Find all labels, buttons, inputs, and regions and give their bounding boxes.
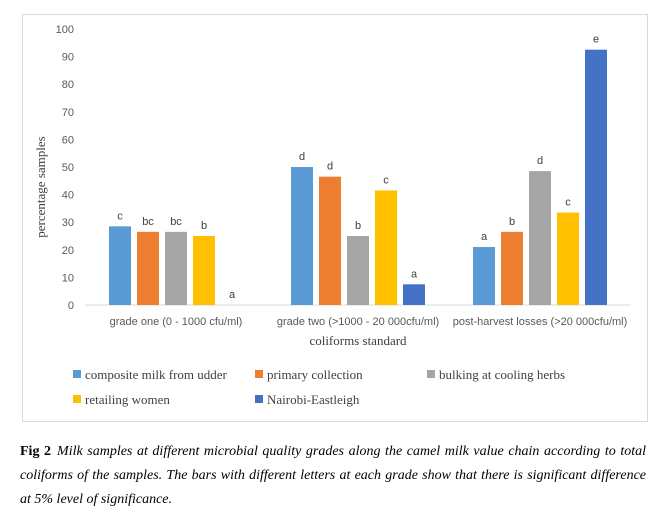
y-tick-label: 30 — [62, 217, 74, 229]
y-tick-label: 80 — [62, 79, 74, 91]
significance-letter: b — [355, 220, 361, 232]
y-tick-label: 70 — [62, 107, 74, 119]
bar — [137, 231, 159, 305]
figure-caption-text: Milk samples at different microbial qual… — [20, 444, 646, 507]
y-tick-label: 100 — [56, 24, 74, 36]
bar — [585, 49, 607, 306]
bar — [557, 212, 579, 305]
y-tick-label: 0 — [68, 300, 74, 312]
bar — [403, 284, 425, 305]
figure-label: Fig 2 — [20, 444, 52, 459]
y-tick-label: 40 — [62, 190, 74, 202]
bar — [193, 236, 215, 305]
significance-letter: b — [509, 216, 515, 228]
x-axis-categories: grade one (0 - 1000 cfu/ml) grade two (>1… — [110, 316, 628, 328]
legend-label: Nairobi-Eastleigh — [267, 392, 360, 407]
bar — [501, 231, 523, 305]
y-axis-title: percentage samples — [33, 136, 48, 237]
bar — [375, 190, 397, 305]
bar — [347, 236, 369, 305]
significance-letter: bc — [170, 216, 182, 228]
y-tick-label: 60 — [62, 134, 74, 146]
significance-letter: c — [383, 174, 389, 186]
significance-letter: c — [565, 197, 571, 209]
bar — [529, 171, 551, 305]
legend-label: retailing women — [85, 392, 170, 407]
bar — [319, 176, 341, 305]
significance-letter: a — [481, 231, 488, 243]
chart-frame: 0 10 20 30 40 50 60 70 80 90 100 c bc bc b a d d b c a a b d c e… — [22, 14, 648, 422]
y-tick-label: 20 — [62, 245, 74, 257]
x-category-label: grade two (>1000 - 20 000cfu/ml) — [277, 316, 439, 328]
bar — [165, 231, 187, 305]
significance-letter: e — [593, 34, 599, 46]
significance-letter: bc — [142, 216, 154, 228]
legend-swatch — [73, 395, 81, 403]
significance-letter: d — [537, 155, 543, 167]
significance-letter: d — [327, 161, 333, 173]
y-axis-ticks: 0 10 20 30 40 50 60 70 80 90 100 — [56, 24, 74, 312]
y-tick-label: 90 — [62, 52, 74, 64]
significance-letter: a — [411, 268, 418, 280]
legend-swatch — [255, 395, 263, 403]
y-tick-label: 50 — [62, 162, 74, 174]
significance-letter: d — [299, 151, 305, 163]
bar — [473, 247, 495, 305]
legend-swatch — [427, 370, 435, 378]
x-category-label: grade one (0 - 1000 cfu/ml) — [110, 316, 243, 328]
figure-caption: Fig 2 Milk samples at different microbial… — [20, 440, 646, 512]
significance-letter: b — [201, 220, 207, 232]
legend: composite milk from udder primary collect… — [73, 367, 565, 407]
significance-letter: c — [117, 210, 123, 222]
legend-swatch — [255, 370, 263, 378]
bars — [109, 49, 607, 306]
legend-label: primary collection — [267, 367, 363, 382]
bar — [291, 167, 313, 305]
x-category-label: post-harvest losses (>20 000cfu/ml) — [453, 316, 628, 328]
y-tick-label: 10 — [62, 272, 74, 284]
legend-swatch — [73, 370, 81, 378]
legend-label: bulking at cooling herbs — [439, 367, 565, 382]
x-axis-title: coliforms standard — [309, 333, 407, 348]
legend-label: composite milk from udder — [85, 367, 228, 382]
significance-letter: a — [229, 289, 236, 301]
bar — [109, 226, 131, 305]
